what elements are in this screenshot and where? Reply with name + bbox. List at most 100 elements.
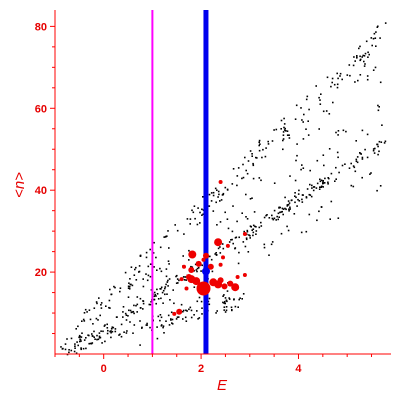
background-point xyxy=(89,342,92,345)
background-point xyxy=(79,338,82,341)
background-point xyxy=(277,218,279,221)
background-point xyxy=(255,230,258,232)
background-point xyxy=(281,207,284,210)
background-point xyxy=(170,311,173,314)
background-point xyxy=(238,298,240,301)
background-point xyxy=(126,330,128,332)
background-point xyxy=(222,247,225,250)
background-point xyxy=(289,208,291,210)
background-point xyxy=(122,306,125,308)
background-point xyxy=(112,326,115,329)
background-point xyxy=(283,126,285,129)
background-point xyxy=(284,127,286,130)
background-point xyxy=(96,334,98,337)
background-point xyxy=(316,219,318,222)
background-point xyxy=(287,200,290,202)
background-point xyxy=(195,269,198,271)
background-point xyxy=(101,342,103,344)
background-point xyxy=(355,158,358,161)
background-point xyxy=(302,121,304,123)
background-point xyxy=(106,332,109,335)
background-point xyxy=(379,37,381,39)
background-point xyxy=(220,199,223,201)
background-point xyxy=(202,196,204,198)
background-point xyxy=(166,281,169,283)
background-point xyxy=(146,279,149,282)
background-point xyxy=(337,217,340,219)
background-point xyxy=(129,309,132,312)
background-point xyxy=(337,134,339,136)
background-point xyxy=(260,179,262,182)
background-point xyxy=(142,300,144,302)
background-point xyxy=(236,175,239,177)
background-point xyxy=(245,238,248,241)
background-point xyxy=(273,129,275,131)
background-point xyxy=(145,256,148,259)
background-point xyxy=(369,173,371,175)
background-point xyxy=(227,227,230,230)
background-point xyxy=(155,256,157,259)
background-point xyxy=(231,238,233,241)
background-point xyxy=(215,312,217,314)
background-point xyxy=(329,218,331,220)
background-point xyxy=(182,318,184,320)
background-point xyxy=(150,301,152,303)
background-point xyxy=(372,149,375,152)
background-point xyxy=(359,58,362,61)
background-point xyxy=(319,99,321,101)
background-point xyxy=(247,160,250,162)
background-point xyxy=(246,230,249,233)
background-point xyxy=(149,275,152,278)
background-point xyxy=(215,201,217,204)
background-point xyxy=(138,265,141,267)
background-point xyxy=(356,56,358,59)
background-point xyxy=(153,241,155,244)
background-point xyxy=(356,156,359,158)
background-point xyxy=(177,316,180,318)
data-point xyxy=(182,264,186,269)
background-point xyxy=(374,66,377,69)
background-point xyxy=(328,177,330,180)
background-point xyxy=(223,306,226,308)
background-point xyxy=(288,202,291,204)
background-point xyxy=(193,314,195,316)
background-point xyxy=(224,311,227,313)
background-point xyxy=(285,130,287,132)
background-point xyxy=(186,218,189,220)
data-point xyxy=(225,243,230,248)
background-point xyxy=(377,145,379,148)
background-point xyxy=(320,93,322,95)
background-point xyxy=(246,172,249,175)
background-point xyxy=(223,309,225,311)
background-point xyxy=(159,267,161,270)
background-point xyxy=(327,181,329,184)
background-point xyxy=(208,297,211,300)
background-point xyxy=(282,131,285,133)
background-point xyxy=(155,295,157,297)
background-point xyxy=(315,85,317,87)
background-point xyxy=(287,229,290,232)
background-point xyxy=(334,180,336,182)
background-point xyxy=(311,184,313,187)
background-point xyxy=(352,165,355,167)
background-point xyxy=(164,286,167,288)
background-point xyxy=(200,300,203,303)
background-point xyxy=(77,344,79,347)
background-point xyxy=(149,263,152,265)
background-point xyxy=(354,60,356,62)
background-point xyxy=(237,167,240,169)
background-point xyxy=(104,324,106,326)
background-point xyxy=(107,329,109,332)
background-point xyxy=(323,164,325,167)
background-point xyxy=(244,245,247,248)
background-point xyxy=(282,208,285,210)
background-point xyxy=(267,140,269,143)
background-point xyxy=(280,119,283,122)
background-point xyxy=(127,287,130,289)
background-point xyxy=(153,295,156,298)
background-point xyxy=(170,319,172,321)
background-point xyxy=(210,192,213,194)
background-point xyxy=(270,243,273,246)
background-point xyxy=(373,152,376,154)
background-point xyxy=(183,279,186,281)
